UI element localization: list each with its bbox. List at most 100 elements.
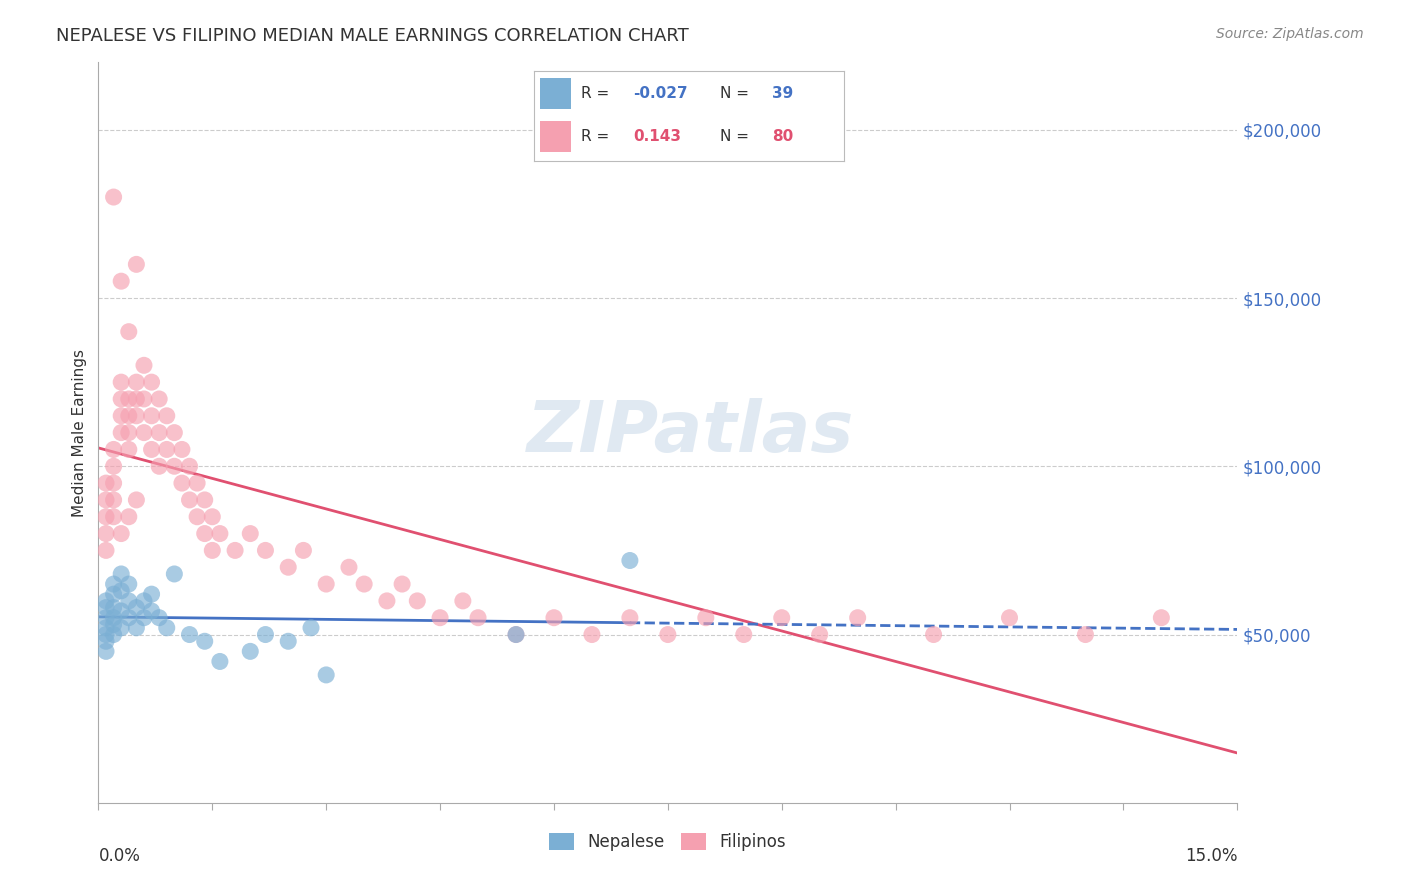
Point [125,375,148,389]
Point [94,610,117,624]
Point [619,553,641,567]
Point [94,621,117,635]
Point [103,610,125,624]
Text: R =: R = [581,129,609,144]
Point [208,526,231,541]
Point [94,634,117,648]
Point [125,392,148,406]
Point [110,409,132,423]
Text: ZIPatlas: ZIPatlas [527,398,855,467]
Point [125,600,148,615]
Point [148,425,170,440]
Bar [540,121,571,152]
Point [94,594,117,608]
Point [657,627,679,641]
Point [581,627,603,641]
Y-axis label: Median Male Earnings: Median Male Earnings [72,349,87,516]
Point [224,543,246,558]
Point [391,577,413,591]
Point [451,594,474,608]
Point [148,610,170,624]
Point [94,526,117,541]
Point [170,476,193,491]
Point [94,644,117,658]
Point [254,543,277,558]
Point [118,392,141,406]
Point [695,610,717,624]
Point [94,492,117,507]
Point [103,600,125,615]
Point [118,325,141,339]
Point [103,492,125,507]
Point [163,566,186,581]
Text: 39: 39 [772,87,794,101]
Point [194,492,217,507]
Point [922,627,945,641]
Point [110,621,132,635]
Point [1150,610,1173,624]
Point [103,442,125,457]
Point [141,442,163,457]
Point [156,621,179,635]
Point [125,409,148,423]
Text: NEPALESE VS FILIPINO MEDIAN MALE EARNINGS CORRELATION CHART: NEPALESE VS FILIPINO MEDIAN MALE EARNING… [56,27,689,45]
Text: N =: N = [720,87,749,101]
Point [118,425,141,440]
Point [201,543,224,558]
Bar [540,78,571,109]
Legend: Nepalese, Filipinos: Nepalese, Filipinos [543,826,793,857]
Point [194,526,217,541]
Point [208,655,231,669]
Point [132,610,155,624]
Point [194,634,217,648]
Point [733,627,755,641]
Point [103,476,125,491]
Point [103,587,125,601]
Point [94,543,117,558]
Point [337,560,360,574]
Point [239,644,262,658]
Point [110,604,132,618]
Point [148,459,170,474]
Point [110,375,132,389]
Text: 0.0%: 0.0% [98,847,141,865]
Point [186,476,208,491]
Point [132,392,155,406]
Point [156,442,179,457]
Point [110,425,132,440]
Point [125,257,148,271]
Point [543,610,565,624]
Point [132,425,155,440]
Point [429,610,451,624]
Point [94,627,117,641]
Point [179,492,201,507]
Point [353,577,375,591]
Point [110,583,132,598]
Point [770,610,793,624]
Point [148,392,170,406]
Point [125,621,148,635]
Point [110,526,132,541]
Text: -0.027: -0.027 [633,87,688,101]
Point [103,577,125,591]
Point [118,610,141,624]
Point [94,509,117,524]
Point [375,594,398,608]
Point [141,409,163,423]
Point [239,526,262,541]
Point [186,509,208,524]
Point [103,617,125,632]
Point [163,425,186,440]
Point [141,604,163,618]
Point [110,392,132,406]
Point [170,442,193,457]
Point [141,375,163,389]
Point [125,492,148,507]
Point [846,610,869,624]
Point [118,577,141,591]
Point [141,587,163,601]
Text: 15.0%: 15.0% [1185,847,1237,865]
Point [156,409,179,423]
Text: R =: R = [581,87,609,101]
Point [179,459,201,474]
